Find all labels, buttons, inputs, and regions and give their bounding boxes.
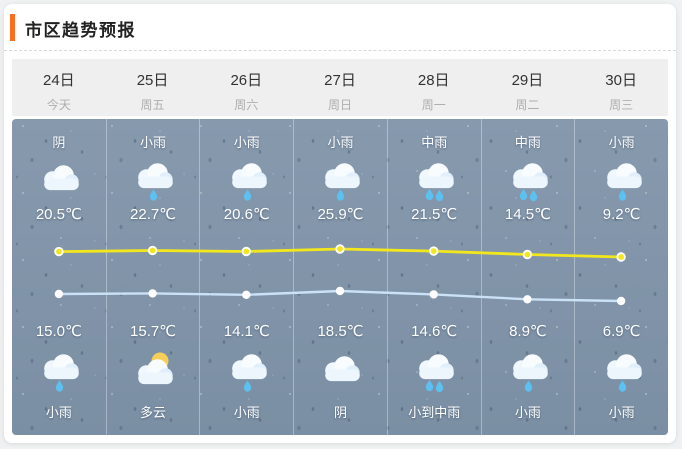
cloud-rain-1-icon [599, 348, 645, 394]
weekday-label: 今天 [46, 98, 71, 112]
card-header: 市区趋势预报 [4, 4, 676, 51]
weekday-label: 周六 [234, 98, 259, 112]
day-condition-label: 小雨 [233, 135, 260, 150]
night-block: 6.9℃ 小雨 [575, 322, 668, 421]
high-temperature-value: 22.7℃ [130, 206, 177, 223]
day-condition-label: 小雨 [327, 135, 354, 150]
date-cell: 26日 周六 [199, 59, 293, 116]
high-temperature-value: 20.5℃ [35, 206, 82, 223]
night-block: 15.0℃ 小雨 [12, 322, 106, 421]
cloud-rain-1-icon [599, 157, 645, 203]
date-label: 27日 [324, 72, 356, 89]
low-temperature-value: 15.0℃ [35, 323, 82, 340]
weekday-label: 周三 [609, 98, 634, 112]
page-title: 市区趋势预报 [25, 21, 136, 40]
night-condition-label: 小雨 [608, 405, 635, 420]
cloud-rain-2-icon [411, 348, 457, 394]
day-condition-label: 小雨 [140, 135, 167, 150]
night-block: 18.5℃ 阴 [294, 322, 387, 421]
night-block: 14.6℃ 小到中雨 [388, 322, 481, 421]
cloud-rain-1-icon [224, 348, 270, 394]
forecast-column: 小雨 20.6℃ 14.1℃ 小雨 [199, 119, 293, 435]
date-label: 29日 [511, 72, 544, 89]
night-block: 14.1℃ 小雨 [200, 322, 293, 421]
weekday-label: 周五 [140, 98, 165, 112]
low-temperature-value: 14.6℃ [411, 323, 458, 340]
low-temperature-value: 18.5℃ [317, 323, 364, 340]
day-condition-label: 中雨 [514, 135, 541, 150]
cloud-rain-1-icon [130, 157, 176, 203]
night-condition-label: 小雨 [233, 405, 260, 420]
high-temperature-value: 14.5℃ [504, 206, 551, 223]
date-label: 24日 [43, 72, 75, 89]
high-temperature-value: 21.5℃ [411, 206, 458, 223]
forecast-column: 阴 20.5℃ 15.0℃ 小雨 [12, 119, 106, 435]
forecast-column: 中雨 14.5℃ 8.9℃ 小雨 [480, 119, 575, 435]
night-condition-label: 小到中雨 [408, 405, 461, 420]
date-cell: 30日 周三 [574, 59, 668, 116]
weekday-label: 周日 [327, 98, 352, 112]
low-temperature-value: 6.9℃ [602, 323, 641, 340]
cloud-rain-1-icon [36, 348, 82, 394]
night-block: 8.9℃ 小雨 [482, 322, 575, 421]
low-temperature-value: 8.9℃ [509, 323, 547, 340]
cloud-rain-2-icon [411, 157, 457, 203]
date-row: 24日 今天 25日 周五 26日 周六 27日 周日 28日 周一 29日 周… [12, 59, 668, 116]
date-label: 28日 [417, 72, 450, 89]
cloud-moon-icon [130, 348, 176, 394]
date-cell: 24日 今天 [12, 59, 106, 116]
night-block: 15.7℃ 多云 [107, 322, 200, 421]
date-label: 25日 [136, 72, 169, 89]
forecast-column: 小雨 9.2℃ 6.9℃ 小雨 [574, 119, 668, 435]
accent-bar [10, 14, 15, 41]
day-condition-label: 小雨 [608, 135, 635, 150]
cloud-icon [317, 348, 363, 394]
date-label: 26日 [230, 72, 263, 89]
night-condition-label: 小雨 [514, 405, 541, 420]
low-temperature-value: 15.7℃ [130, 323, 177, 340]
weather-forecast-card: 市区趋势预报 24日 今天 25日 周五 26日 周六 27日 周日 28日 周… [4, 4, 676, 443]
weekday-label: 周一 [421, 98, 446, 112]
high-temperature-value: 25.9℃ [317, 206, 364, 223]
date-cell: 28日 周一 [387, 59, 481, 116]
forecast-column: 小雨 22.7℃ 15.7℃ 多云 [105, 119, 200, 435]
weekday-label: 周二 [515, 98, 540, 112]
date-cell: 25日 周五 [106, 59, 200, 116]
night-condition-label: 阴 [333, 405, 347, 420]
night-condition-label: 多云 [140, 405, 167, 420]
day-condition-label: 阴 [52, 135, 66, 150]
date-label: 30日 [605, 72, 637, 89]
cloud-rain-2-icon [505, 157, 551, 203]
cloud-rain-1-icon [505, 348, 551, 394]
day-condition-label: 中雨 [421, 135, 448, 150]
cloud-rain-1-icon [317, 157, 363, 203]
high-temperature-value: 9.2℃ [602, 206, 641, 223]
night-condition-label: 小雨 [45, 405, 72, 420]
high-temperature-value: 20.6℃ [223, 206, 270, 223]
date-cell: 27日 周日 [293, 59, 387, 116]
date-cell: 29日 周二 [481, 59, 575, 116]
forecast-column: 中雨 21.5℃ 14.6℃ 小到中雨 [386, 119, 481, 435]
forecast-column: 小雨 25.9℃ 18.5℃ 阴 [293, 119, 387, 435]
cloud-rain-1-icon [224, 157, 270, 203]
cloud-icon [36, 157, 82, 203]
low-temperature-value: 14.1℃ [223, 323, 270, 340]
forecast-panel: 阴 20.5℃ 15.0℃ 小雨 小雨 22.7℃ [12, 119, 668, 435]
